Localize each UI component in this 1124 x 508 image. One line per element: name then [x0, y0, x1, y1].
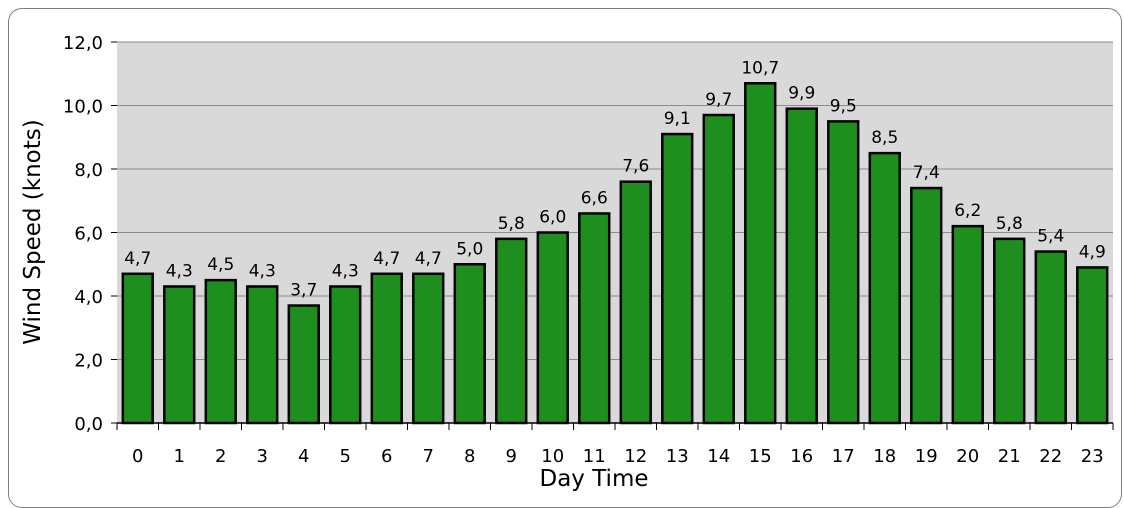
bar [163, 285, 196, 425]
y-tick-label: 12,0 [63, 33, 103, 54]
bar [246, 285, 279, 425]
x-tick-label: 8 [464, 446, 475, 467]
y-tick-label: 4,0 [74, 287, 103, 308]
bar [495, 237, 528, 425]
bar [619, 180, 652, 425]
x-tick-label: 11 [583, 446, 606, 467]
data-label: 4,9 [1079, 242, 1106, 262]
bar [702, 113, 735, 425]
bar [370, 272, 403, 425]
bar [1034, 250, 1067, 425]
bar [785, 107, 818, 425]
x-tick-label: 18 [873, 446, 896, 467]
data-label: 8,5 [871, 128, 898, 148]
x-tick-label: 2 [215, 446, 226, 467]
data-labels: 4,7 4,3 4,5 4,3 3,7 4,3 4,7 4,7 5,0 5,8 6,0 6,6 7,6 9… [124, 58, 1106, 300]
bar [951, 224, 984, 425]
bar [910, 186, 943, 425]
data-label: 9,9 [788, 84, 815, 104]
x-tick-label: 3 [257, 446, 268, 467]
data-label: 6,6 [581, 188, 608, 208]
x-tick-label: 4 [298, 446, 309, 467]
bar [1076, 266, 1109, 425]
data-label: 9,1 [664, 109, 691, 129]
data-label: 7,4 [913, 163, 940, 183]
bar [329, 285, 362, 425]
y-axis-ticks: 0,0 2,0 4,0 6,0 8,0 10,0 12,0 [63, 33, 117, 435]
x-tick-label: 16 [790, 446, 813, 467]
y-tick-label: 2,0 [74, 351, 103, 372]
x-tick-label: 21 [998, 446, 1021, 467]
bar [578, 212, 611, 425]
x-tick-label: 23 [1081, 446, 1104, 467]
bar [287, 304, 320, 425]
x-tick-label: 1 [174, 446, 185, 467]
x-tick-label: 0 [132, 446, 143, 467]
x-axis-title: Day Time [539, 466, 648, 491]
data-label: 9,7 [705, 90, 732, 110]
x-tick-label: 19 [915, 446, 938, 467]
x-tick-label: 10 [541, 446, 564, 467]
x-tick-label: 5 [340, 446, 351, 467]
data-label: 3,7 [290, 281, 317, 301]
x-tick-label: 6 [381, 446, 392, 467]
bar [536, 231, 569, 425]
data-label: 10,7 [741, 58, 779, 78]
y-tick-label: 10,0 [63, 97, 103, 118]
bar [453, 263, 486, 425]
data-label: 9,5 [830, 96, 857, 116]
bar [121, 272, 154, 425]
x-tick-label: 7 [423, 446, 434, 467]
bar [412, 272, 445, 425]
data-label: 4,7 [415, 249, 442, 269]
x-tick-label: 14 [707, 446, 730, 467]
gridlines [117, 41, 1113, 424]
data-label: 4,3 [166, 261, 193, 281]
data-label: 7,6 [622, 157, 649, 177]
data-label: 4,7 [373, 249, 400, 269]
data-label: 5,4 [1037, 227, 1064, 247]
data-label: 6,2 [954, 201, 981, 221]
x-axis-ticks: 0 1 2 3 4 5 6 7 8 9 10 11 12 13 14 15 16 17 18 19 20 21 22 23 [116, 423, 1114, 467]
bar [744, 82, 777, 425]
x-tick-label: 13 [666, 446, 689, 467]
bar [827, 120, 860, 425]
data-label: 4,3 [332, 261, 359, 281]
y-tick-label: 8,0 [74, 160, 103, 181]
bar [993, 237, 1026, 425]
wind-speed-bar-chart: 4,7 4,3 4,5 4,3 3,7 4,3 4,7 4,7 5,0 5,8 6,0 6,6 7,6 9… [20, 33, 1114, 491]
x-tick-label: 17 [832, 446, 855, 467]
data-label: 5,8 [498, 214, 525, 234]
data-label: 4,5 [207, 255, 234, 275]
x-tick-label: 15 [749, 446, 772, 467]
data-label: 4,3 [249, 261, 276, 281]
bar [868, 151, 901, 425]
data-label: 5,0 [456, 239, 483, 259]
x-tick-label: 20 [956, 446, 979, 467]
data-label: 5,8 [996, 214, 1023, 234]
bar [204, 278, 237, 425]
y-tick-label: 0,0 [74, 414, 103, 435]
x-tick-label: 9 [506, 446, 517, 467]
data-label: 4,7 [124, 249, 151, 269]
x-tick-label: 22 [1039, 446, 1062, 467]
data-label: 6,0 [539, 208, 566, 228]
x-tick-label: 12 [624, 446, 647, 467]
y-axis-title: Wind Speed (knots) [20, 119, 46, 344]
y-tick-label: 6,0 [74, 224, 103, 245]
bar [661, 132, 694, 425]
